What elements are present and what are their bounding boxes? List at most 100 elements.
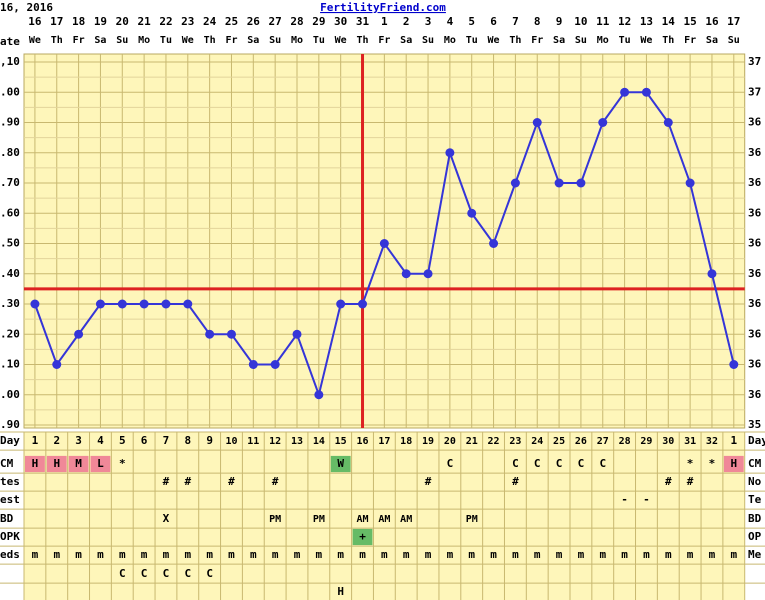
- cell-text: 16: [356, 436, 368, 447]
- temperature-point: [30, 299, 40, 309]
- y2-tick-label: 36: [748, 176, 762, 189]
- temperature-point: [52, 360, 62, 369]
- cell-text: 2: [53, 434, 60, 447]
- cell-text: m: [163, 548, 170, 561]
- weekday-label: Su: [728, 35, 740, 46]
- cell-text: #: [228, 475, 235, 488]
- cell-text: C: [206, 567, 213, 580]
- cell-text: 12: [269, 436, 281, 447]
- weekday-label: We: [335, 35, 347, 46]
- cell-text: X: [163, 512, 170, 525]
- temperature-point: [532, 118, 542, 127]
- cell-text: m: [709, 548, 716, 561]
- x-tick-label: 11: [596, 15, 610, 28]
- cell-text: m: [730, 548, 737, 561]
- cell-text: 23: [509, 436, 521, 447]
- x-tick-label: 23: [181, 15, 194, 28]
- cell-highlight: [25, 455, 45, 473]
- cell-text: C: [184, 567, 191, 580]
- x-tick-label: 27: [269, 15, 282, 28]
- x-tick-label: 31: [356, 15, 370, 28]
- temperature-point: [292, 329, 302, 339]
- x-tick-label: 28: [290, 15, 303, 28]
- cell-text: L: [97, 457, 104, 470]
- row-label-right: Te: [748, 493, 762, 506]
- temperature-point: [620, 87, 630, 97]
- temperature-point: [707, 269, 717, 279]
- x-tick-label: 30: [334, 15, 347, 28]
- cell-text: m: [534, 548, 541, 561]
- weekday-label: We: [640, 35, 652, 46]
- temperature-point: [379, 239, 389, 248]
- row-label-right: CM: [748, 457, 762, 470]
- cell-text: m: [97, 548, 104, 561]
- cell-text: 5: [119, 434, 126, 447]
- x-label: ate: [0, 35, 20, 48]
- row-label: est: [0, 493, 20, 506]
- x-tick-label: 16: [28, 15, 42, 28]
- cell-text: 17: [378, 436, 390, 447]
- weekday-label: Sa: [94, 35, 106, 46]
- cell-text: 10: [225, 436, 237, 447]
- site-link[interactable]: FertilityFriend.com: [320, 1, 446, 14]
- cell-text: m: [687, 548, 694, 561]
- row-label: BD: [0, 512, 14, 525]
- cell-text: C: [119, 567, 126, 580]
- weekday-label: We: [182, 35, 194, 46]
- x-tick-label: 20: [116, 15, 129, 28]
- cell-text: m: [490, 548, 497, 561]
- cell-text: m: [206, 548, 213, 561]
- weekday-label: Tu: [160, 35, 172, 46]
- cell-text: 24: [531, 436, 543, 447]
- temperature-point: [205, 329, 215, 339]
- cell-text: C: [556, 457, 563, 470]
- x-tick-label: 18: [72, 15, 85, 28]
- weekday-label: Fr: [225, 35, 237, 46]
- cell-text: 3: [75, 434, 82, 447]
- cell-text: 8: [184, 434, 191, 447]
- temperature-point: [74, 329, 84, 339]
- cell-text: 6: [141, 434, 148, 447]
- cell-text: 15: [335, 436, 347, 447]
- cell-text: m: [425, 548, 432, 561]
- table-area: [24, 432, 745, 600]
- temperature-point: [510, 178, 520, 188]
- row-label: eds: [0, 548, 20, 561]
- x-tick-label: 22: [159, 15, 172, 28]
- cell-text: m: [556, 548, 563, 561]
- cell-text: m: [119, 548, 126, 561]
- cell-text: 25: [553, 436, 565, 447]
- y-tick-label: .80: [0, 146, 20, 159]
- cell-text: m: [665, 548, 672, 561]
- weekday-label: Fr: [378, 35, 390, 46]
- cell-text: 1: [730, 434, 737, 447]
- weekday-label: Mo: [444, 35, 456, 46]
- cell-text: m: [643, 548, 650, 561]
- weekday-label: Sa: [247, 35, 259, 46]
- cell-text: H: [53, 457, 60, 470]
- row-label-right: No: [748, 475, 762, 488]
- x-tick-label: 13: [640, 15, 653, 28]
- cell-text: m: [184, 548, 191, 561]
- y2-tick-label: 36: [748, 388, 762, 401]
- cell-text: m: [512, 548, 519, 561]
- weekday-label: Su: [269, 35, 281, 46]
- cell-text: 1: [32, 434, 39, 447]
- cell-text: m: [141, 548, 148, 561]
- temperature-point: [314, 390, 324, 400]
- cell-text: m: [337, 548, 344, 561]
- cell-text: C: [447, 457, 454, 470]
- temperature-point: [663, 118, 673, 127]
- x-tick-label: 8: [534, 15, 541, 28]
- cell-text: m: [53, 548, 60, 561]
- cell-text: PM: [313, 514, 325, 525]
- cell-text: 31: [684, 436, 696, 447]
- cell-text: 30: [662, 436, 674, 447]
- y-tick-label: .90: [0, 418, 20, 431]
- cell-highlight: [352, 528, 373, 546]
- y2-tick-label: 37: [748, 55, 761, 68]
- cell-text: 29: [640, 436, 652, 447]
- cell-text: 7: [163, 434, 170, 447]
- weekday-label: Mo: [597, 35, 609, 46]
